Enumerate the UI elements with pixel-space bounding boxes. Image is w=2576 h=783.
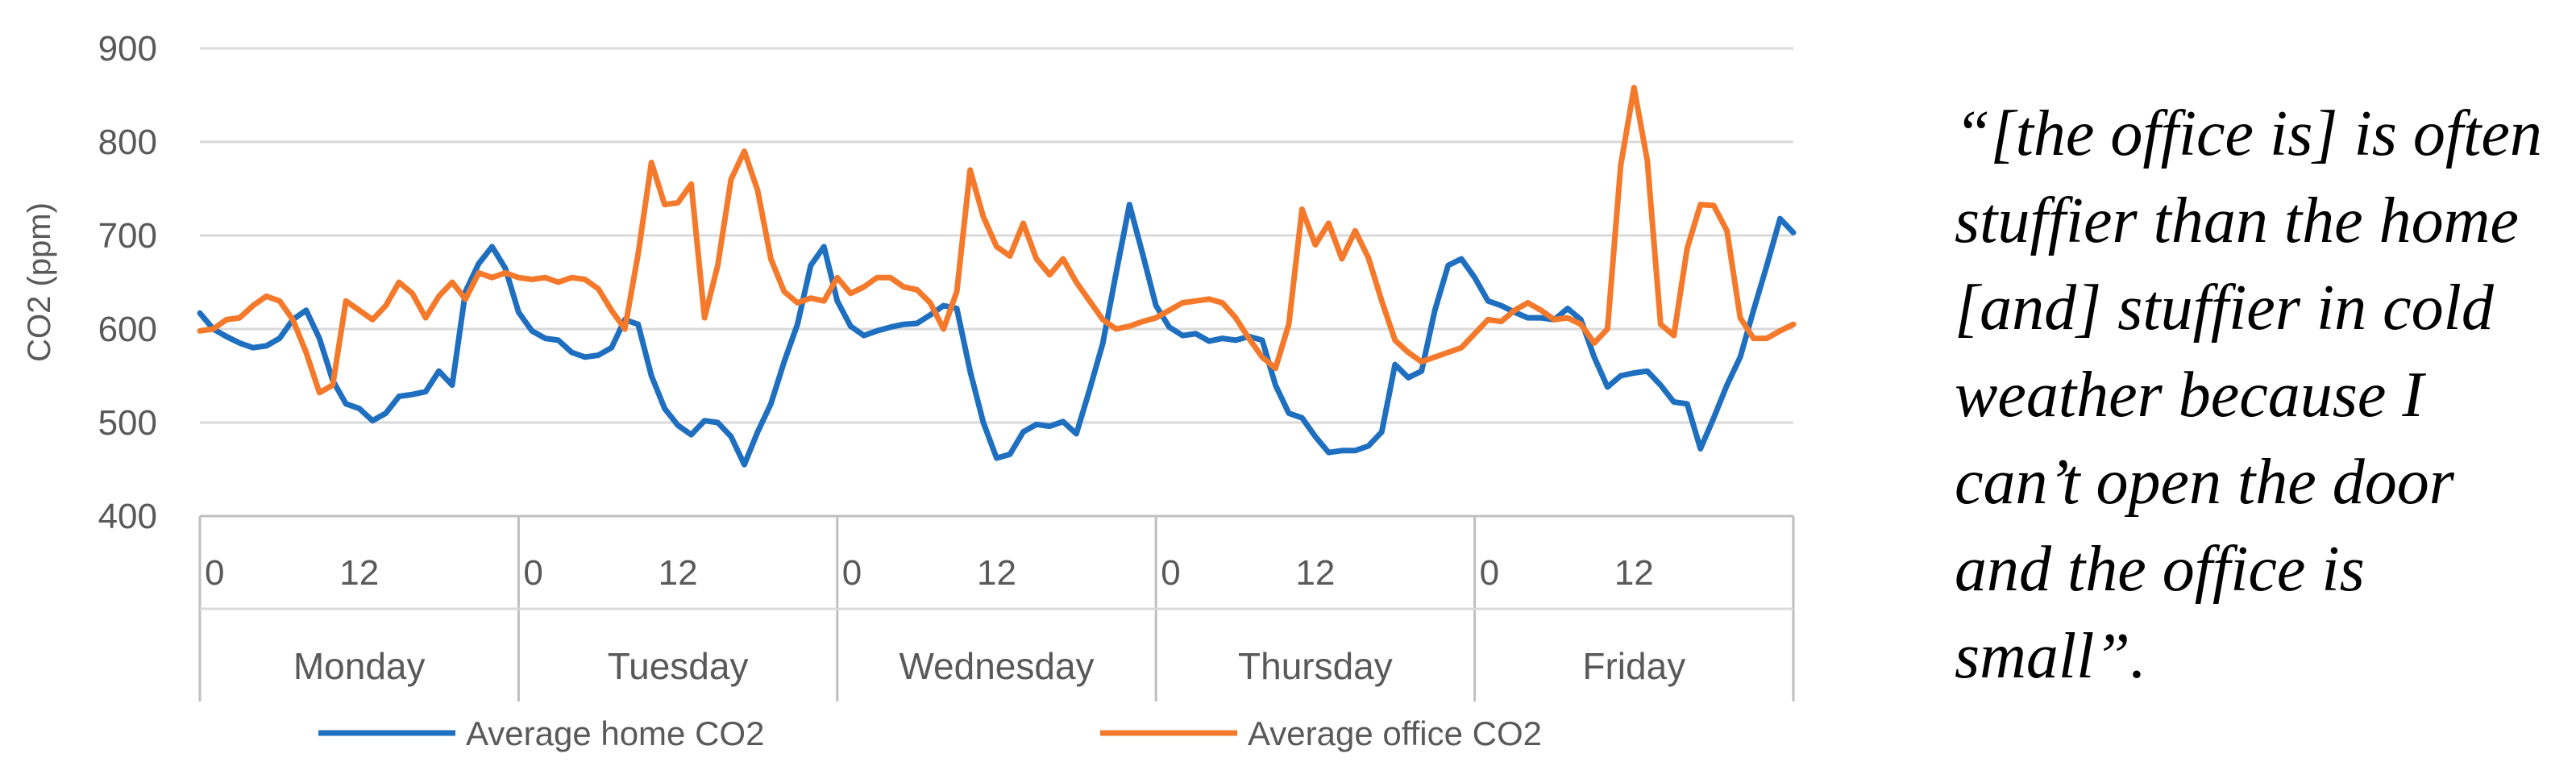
x-tick-label-0: 0 bbox=[1480, 553, 1499, 593]
legend-label: Average office CO2 bbox=[1248, 714, 1542, 752]
x-tick-label-12: 12 bbox=[659, 553, 698, 593]
x-tick-label-0: 0 bbox=[1161, 553, 1180, 593]
day-label-monday: Monday bbox=[293, 645, 426, 687]
x-tick-label-0: 0 bbox=[842, 553, 862, 593]
interview-quote: “[the office is] is often stuffier than … bbox=[1955, 98, 2542, 692]
office-co2-line bbox=[197, 85, 1797, 396]
x-tick-label-12: 12 bbox=[339, 553, 379, 593]
y-axis-title: CO2 (ppm) bbox=[22, 202, 57, 362]
x-tick-label-12: 12 bbox=[977, 553, 1016, 593]
x-tick-label-0: 0 bbox=[205, 553, 224, 593]
day-label-friday: Friday bbox=[1582, 645, 1685, 687]
day-label-tuesday: Tuesday bbox=[608, 645, 749, 687]
legend-label: Average home CO2 bbox=[466, 714, 764, 752]
y-axis-ticks: 400 500 600 700 800 900 bbox=[98, 29, 157, 536]
day-label-wednesday: Wednesday bbox=[899, 645, 1094, 687]
x-tick-label-12: 12 bbox=[1614, 553, 1654, 593]
series-lines bbox=[197, 85, 1797, 468]
day-label-thursday: Thursday bbox=[1238, 645, 1393, 687]
y-tick-label-700: 700 bbox=[98, 216, 157, 256]
x-tick-label-12: 12 bbox=[1295, 553, 1335, 593]
x-axis: 0 12 Monday 0 12 Tuesday 0 12 Wednesday 0 12 Thursd… bbox=[198, 514, 1795, 702]
y-tick-label-900: 900 bbox=[98, 29, 157, 69]
gridlines bbox=[200, 47, 1793, 424]
y-tick-label-500: 500 bbox=[98, 403, 157, 443]
y-tick-label-400: 400 bbox=[98, 497, 157, 536]
y-tick-label-800: 800 bbox=[98, 123, 157, 162]
y-tick-label-600: 600 bbox=[98, 310, 157, 349]
home-co2-line bbox=[197, 202, 1797, 468]
x-tick-label-0: 0 bbox=[523, 553, 542, 593]
legend: Average home CO2 Average office CO2 bbox=[318, 714, 1542, 752]
